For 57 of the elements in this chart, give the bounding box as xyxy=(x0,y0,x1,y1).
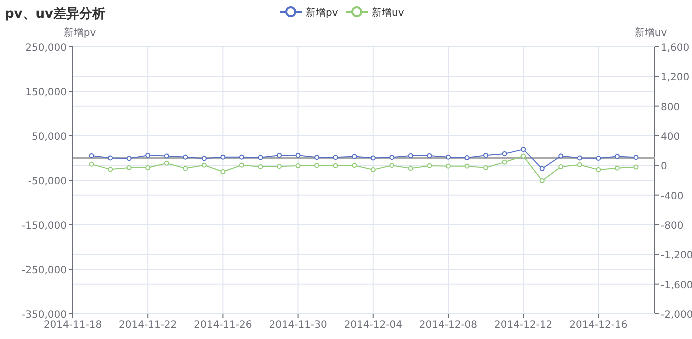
y-tick-label: -350,000 xyxy=(22,310,67,321)
point xyxy=(126,165,132,170)
point xyxy=(446,164,451,169)
point xyxy=(108,167,114,172)
x-tick-label: 2014-12-04 xyxy=(344,320,402,331)
y-tick-label: 150,000 xyxy=(26,88,67,98)
y-tick-label: -50,000 xyxy=(28,176,67,188)
y-tick-label: -150,000 xyxy=(22,221,67,232)
x-tick-label: 2014-12-12 xyxy=(494,320,553,331)
x-tick-label: 2014-11-22 xyxy=(119,320,178,331)
point xyxy=(390,163,395,168)
point xyxy=(464,164,470,169)
point xyxy=(89,162,94,167)
point xyxy=(333,163,338,168)
point xyxy=(540,178,545,184)
point xyxy=(502,160,508,165)
y2-tick-label: 800 xyxy=(661,102,680,114)
x-tick-label: 2014-11-18 xyxy=(44,320,102,331)
y2-tick-label: 1,200 xyxy=(661,72,690,84)
x-tick-label: 2014-11-26 xyxy=(194,320,252,331)
y-tick-label: -250,000 xyxy=(22,266,67,276)
y2-tick-label: 400 xyxy=(661,132,680,143)
legend-label: 新增pv xyxy=(306,7,338,19)
point xyxy=(296,163,301,168)
point xyxy=(164,160,170,166)
point xyxy=(558,164,564,170)
x-tick-label: 2014-11-30 xyxy=(269,320,328,331)
y-tick-label: 250,000 xyxy=(26,43,67,54)
point xyxy=(370,167,376,172)
point xyxy=(521,154,526,159)
y2-axis-title: 新增uv xyxy=(634,27,668,39)
y-tick-label: 50,000 xyxy=(32,132,67,143)
point xyxy=(352,163,358,168)
chart-title: pv、uv差异分析 xyxy=(5,7,106,22)
point xyxy=(484,165,489,170)
y2-tick-label: 1,600 xyxy=(661,43,690,54)
x-tick-label: 2014-12-08 xyxy=(419,320,478,331)
point xyxy=(614,166,620,171)
point xyxy=(220,169,226,174)
y2-tick-label: -800 xyxy=(661,221,684,232)
y-axis-title: 新增pv xyxy=(64,27,96,39)
legend-label: 新增uv xyxy=(372,7,404,19)
y2-tick-label: -400 xyxy=(661,191,684,202)
point xyxy=(314,163,320,168)
point xyxy=(277,164,282,170)
point xyxy=(183,166,188,172)
point xyxy=(258,164,264,170)
point xyxy=(408,166,414,172)
point xyxy=(427,163,432,168)
point xyxy=(634,164,639,170)
point xyxy=(146,165,151,170)
point xyxy=(202,162,207,168)
y2-tick-label: 0 xyxy=(661,162,668,173)
x-tick-label: 2014-12-16 xyxy=(570,320,628,331)
point xyxy=(577,162,582,168)
point xyxy=(596,167,602,172)
point xyxy=(239,162,244,168)
